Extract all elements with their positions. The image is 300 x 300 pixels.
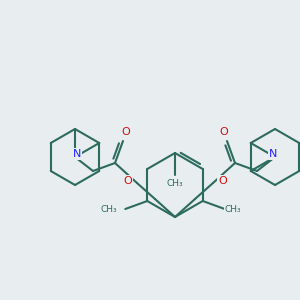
Text: O: O — [123, 176, 132, 186]
Text: CH₃: CH₃ — [167, 179, 183, 188]
Text: O: O — [218, 176, 227, 186]
Text: O: O — [220, 127, 228, 137]
Text: O: O — [122, 127, 130, 137]
Text: CH₃: CH₃ — [101, 206, 117, 214]
Text: N: N — [73, 149, 81, 159]
Text: CH₃: CH₃ — [224, 206, 241, 214]
Text: N: N — [269, 149, 277, 159]
